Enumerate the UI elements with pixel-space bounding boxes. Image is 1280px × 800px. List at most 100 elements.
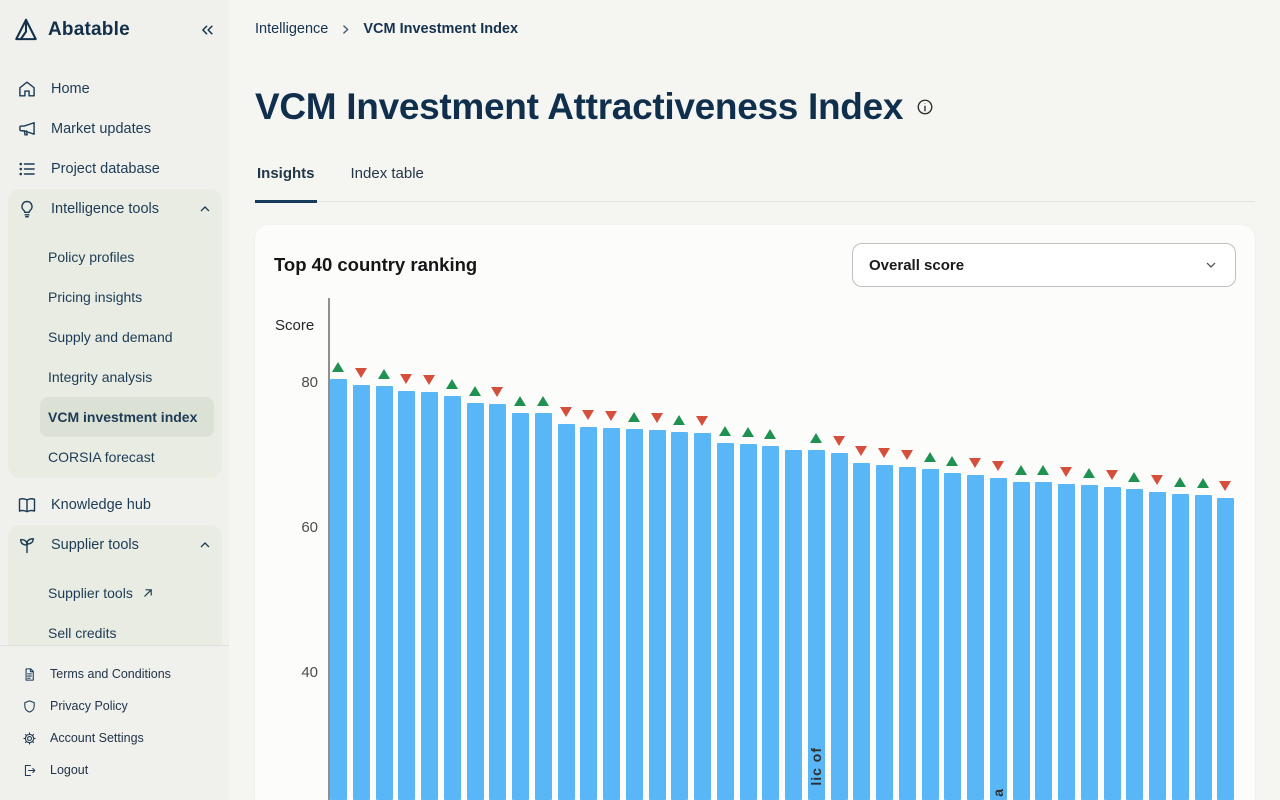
bar-rank-25[interactable] bbox=[876, 464, 893, 800]
tab-index-table[interactable]: Index table bbox=[350, 165, 424, 182]
rank-down-arrow bbox=[900, 450, 913, 461]
bar-rank-12[interactable] bbox=[580, 427, 598, 800]
sidebar-item-intelligence-tools[interactable]: Intelligence tools bbox=[8, 189, 222, 229]
info-icon[interactable] bbox=[916, 98, 934, 116]
sidebar-subitem-integrity-analysis[interactable]: Integrity analysis bbox=[40, 357, 214, 397]
rank-up-arrow bbox=[1173, 476, 1186, 487]
sidebar-item-label: Market updates bbox=[51, 121, 151, 137]
rank-up-arrow bbox=[536, 396, 549, 407]
rank-up-arrow bbox=[946, 455, 959, 466]
x-label-fragment: lic of bbox=[808, 747, 825, 786]
abatable-logo-icon bbox=[13, 17, 39, 43]
bar-rank-38[interactable] bbox=[1171, 493, 1189, 800]
bar-rank-16[interactable] bbox=[671, 431, 689, 800]
bar-rank-26[interactable] bbox=[898, 467, 916, 800]
sidebar-subitem-label: Pricing insights bbox=[48, 289, 143, 305]
bar-rank-10[interactable] bbox=[534, 413, 552, 800]
external-link-arrow-icon bbox=[144, 589, 152, 597]
bar-rank-5[interactable] bbox=[421, 392, 438, 800]
sidebar-item-supplier-tools[interactable]: Supplier tools bbox=[8, 525, 222, 565]
sidebar-subitem-label: Supply and demand bbox=[48, 329, 173, 345]
rank-down-arrow bbox=[650, 413, 663, 424]
sidebar-subitem-label: CORSIA forecast bbox=[48, 449, 155, 465]
main-content: Intelligence VCM Investment Index VCM In… bbox=[229, 0, 1280, 800]
sidebar-item-knowledge-hub[interactable]: Knowledge hub bbox=[8, 485, 222, 525]
bar-rank-14[interactable] bbox=[625, 428, 643, 800]
footer-item-privacy-policy[interactable]: Privacy Policy bbox=[0, 690, 229, 722]
bar-rank-17[interactable] bbox=[694, 433, 711, 800]
footer-item-label: Logout bbox=[50, 763, 89, 777]
bar-rank-40[interactable] bbox=[1217, 497, 1235, 800]
bar-rank-1[interactable] bbox=[330, 378, 347, 800]
bar-rank-34[interactable] bbox=[1080, 484, 1098, 800]
double-chevron-left-icon bbox=[202, 25, 213, 35]
bar-rank-39[interactable] bbox=[1194, 494, 1212, 800]
rank-down-arrow bbox=[559, 407, 572, 418]
sidebar-subitem-supply-and-demand[interactable]: Supply and demand bbox=[40, 317, 214, 357]
sidebar-collapse-button[interactable] bbox=[198, 21, 216, 39]
bar-rank-31[interactable] bbox=[1012, 481, 1030, 800]
y-tick-40: 40 bbox=[301, 664, 318, 681]
rank-down-arrow bbox=[1219, 480, 1232, 491]
bar-rank-9[interactable] bbox=[512, 412, 529, 800]
bar-rank-3[interactable] bbox=[375, 385, 393, 800]
bar-rank-24[interactable] bbox=[853, 462, 871, 800]
rank-up-arrow bbox=[377, 368, 390, 379]
breadcrumb: Intelligence VCM Investment Index bbox=[255, 21, 518, 37]
sidebar-subitem-vcm-investment-index[interactable]: VCM investment index bbox=[40, 397, 214, 437]
sidebar-subitem-corsia-forecast[interactable]: CORSIA forecast bbox=[40, 437, 214, 477]
footer-item-label: Account Settings bbox=[50, 731, 144, 745]
metric-select-value: Overall score bbox=[869, 256, 965, 274]
sidebar-nav: Home Market updates Project database Intell… bbox=[0, 60, 229, 645]
rank-up-arrow bbox=[468, 385, 481, 396]
metric-select[interactable]: Overall score bbox=[852, 243, 1236, 287]
sidebar-item-label: Supplier tools bbox=[51, 537, 139, 553]
book-icon bbox=[18, 498, 36, 513]
bar-rank-36[interactable] bbox=[1126, 488, 1144, 800]
tab-insights[interactable]: Insights bbox=[255, 158, 317, 203]
footer-item-logout[interactable]: Logout bbox=[0, 754, 229, 786]
sidebar-subitem-pricing-insights[interactable]: Pricing insights bbox=[40, 277, 214, 317]
footer-item-account-settings[interactable]: Account Settings bbox=[0, 722, 229, 754]
bar-rank-19[interactable] bbox=[739, 443, 757, 800]
bar-rank-29[interactable] bbox=[967, 475, 984, 800]
bar-rank-21[interactable] bbox=[785, 449, 802, 800]
bar-rank-11[interactable] bbox=[557, 424, 575, 800]
bar-rank-30[interactable] bbox=[989, 477, 1007, 800]
rank-up-arrow bbox=[445, 379, 458, 390]
brand-name: Abatable bbox=[48, 19, 130, 40]
sidebar-item-market-updates[interactable]: Market updates bbox=[8, 109, 222, 149]
sidebar-subitem-supplier-tools[interactable]: Supplier tools bbox=[40, 573, 214, 613]
bar-rank-37[interactable] bbox=[1149, 491, 1166, 800]
sidebar-item-home[interactable]: Home bbox=[8, 69, 222, 109]
bar-rank-35[interactable] bbox=[1103, 487, 1121, 800]
bar-rank-22[interactable] bbox=[807, 450, 825, 800]
list-icon bbox=[19, 162, 35, 176]
bar-rank-15[interactable] bbox=[648, 430, 666, 800]
sidebar-subitem-label: Integrity analysis bbox=[48, 369, 153, 385]
sidebar-item-project-database[interactable]: Project database bbox=[8, 149, 222, 189]
seedling-icon bbox=[20, 538, 34, 554]
footer-item-terms-and-conditions[interactable]: Terms and Conditions bbox=[0, 658, 229, 690]
bar-rank-7[interactable] bbox=[466, 402, 484, 800]
chevron-down-icon bbox=[1206, 262, 1216, 268]
breadcrumb-parent[interactable]: Intelligence bbox=[255, 21, 329, 37]
sidebar-subitem-sell-credits[interactable]: Sell credits bbox=[40, 613, 214, 645]
sidebar-subitem-policy-profiles[interactable]: Policy profiles bbox=[40, 237, 214, 277]
bar-rank-33[interactable] bbox=[1058, 483, 1075, 800]
bar-rank-4[interactable] bbox=[398, 390, 416, 800]
bar-rank-28[interactable] bbox=[944, 472, 962, 800]
rank-down-arrow bbox=[423, 375, 435, 386]
bar-rank-23[interactable] bbox=[830, 452, 848, 800]
bar-rank-27[interactable] bbox=[921, 468, 939, 800]
bar-rank-13[interactable] bbox=[603, 427, 620, 800]
bar-rank-18[interactable] bbox=[716, 443, 734, 800]
sidebar-item-label: Intelligence tools bbox=[51, 201, 160, 217]
rank-down-arrow bbox=[696, 416, 708, 427]
bar-rank-8[interactable] bbox=[489, 404, 507, 800]
bar-rank-6[interactable] bbox=[443, 396, 461, 800]
bar-rank-20[interactable] bbox=[762, 446, 780, 800]
bar-rank-32[interactable] bbox=[1035, 482, 1053, 800]
bar-rank-2[interactable] bbox=[352, 385, 370, 800]
logo-row: Abatable bbox=[0, 0, 229, 60]
